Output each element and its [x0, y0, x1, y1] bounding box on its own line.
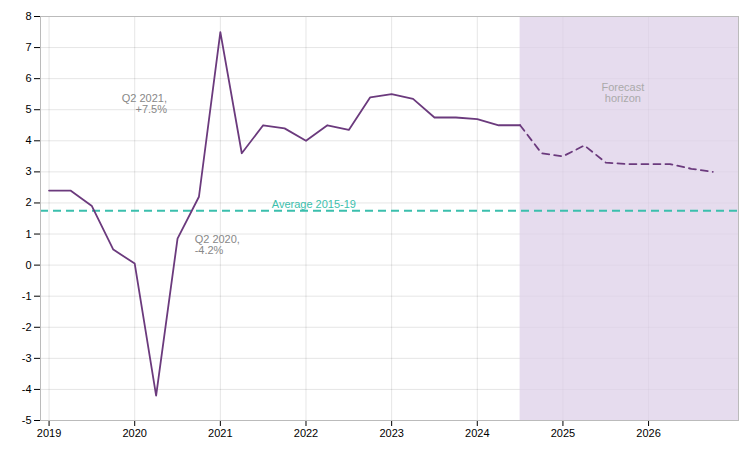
svg-text:2022: 2022 [294, 427, 318, 439]
svg-text:2: 2 [25, 196, 31, 208]
svg-text:-4: -4 [22, 383, 32, 395]
svg-text:2019: 2019 [37, 427, 61, 439]
svg-text:7: 7 [25, 41, 31, 53]
svg-text:2024: 2024 [465, 427, 489, 439]
svg-text:2026: 2026 [636, 427, 660, 439]
svg-text:3: 3 [25, 165, 31, 177]
svg-text:Q2 2021,+7.5%: Q2 2021,+7.5% [122, 92, 167, 115]
svg-text:2023: 2023 [379, 427, 403, 439]
svg-text:2025: 2025 [551, 427, 575, 439]
svg-text:Q2 2020,-4.2%: Q2 2020,-4.2% [195, 233, 240, 256]
svg-text:2020: 2020 [122, 427, 146, 439]
svg-text:Forecasthorizon: Forecasthorizon [601, 81, 644, 104]
svg-text:-1: -1 [22, 290, 32, 302]
svg-text:-3: -3 [22, 352, 32, 364]
svg-text:5: 5 [25, 103, 31, 115]
svg-text:-2: -2 [22, 321, 32, 333]
svg-text:2021: 2021 [208, 427, 232, 439]
svg-text:4: 4 [25, 134, 31, 146]
svg-text:1: 1 [25, 228, 31, 240]
svg-text:-5: -5 [22, 414, 32, 426]
svg-text:Average 2015-19: Average 2015-19 [272, 198, 356, 210]
svg-text:0: 0 [25, 259, 31, 271]
svg-text:6: 6 [25, 72, 31, 84]
svg-text:8: 8 [25, 10, 31, 22]
